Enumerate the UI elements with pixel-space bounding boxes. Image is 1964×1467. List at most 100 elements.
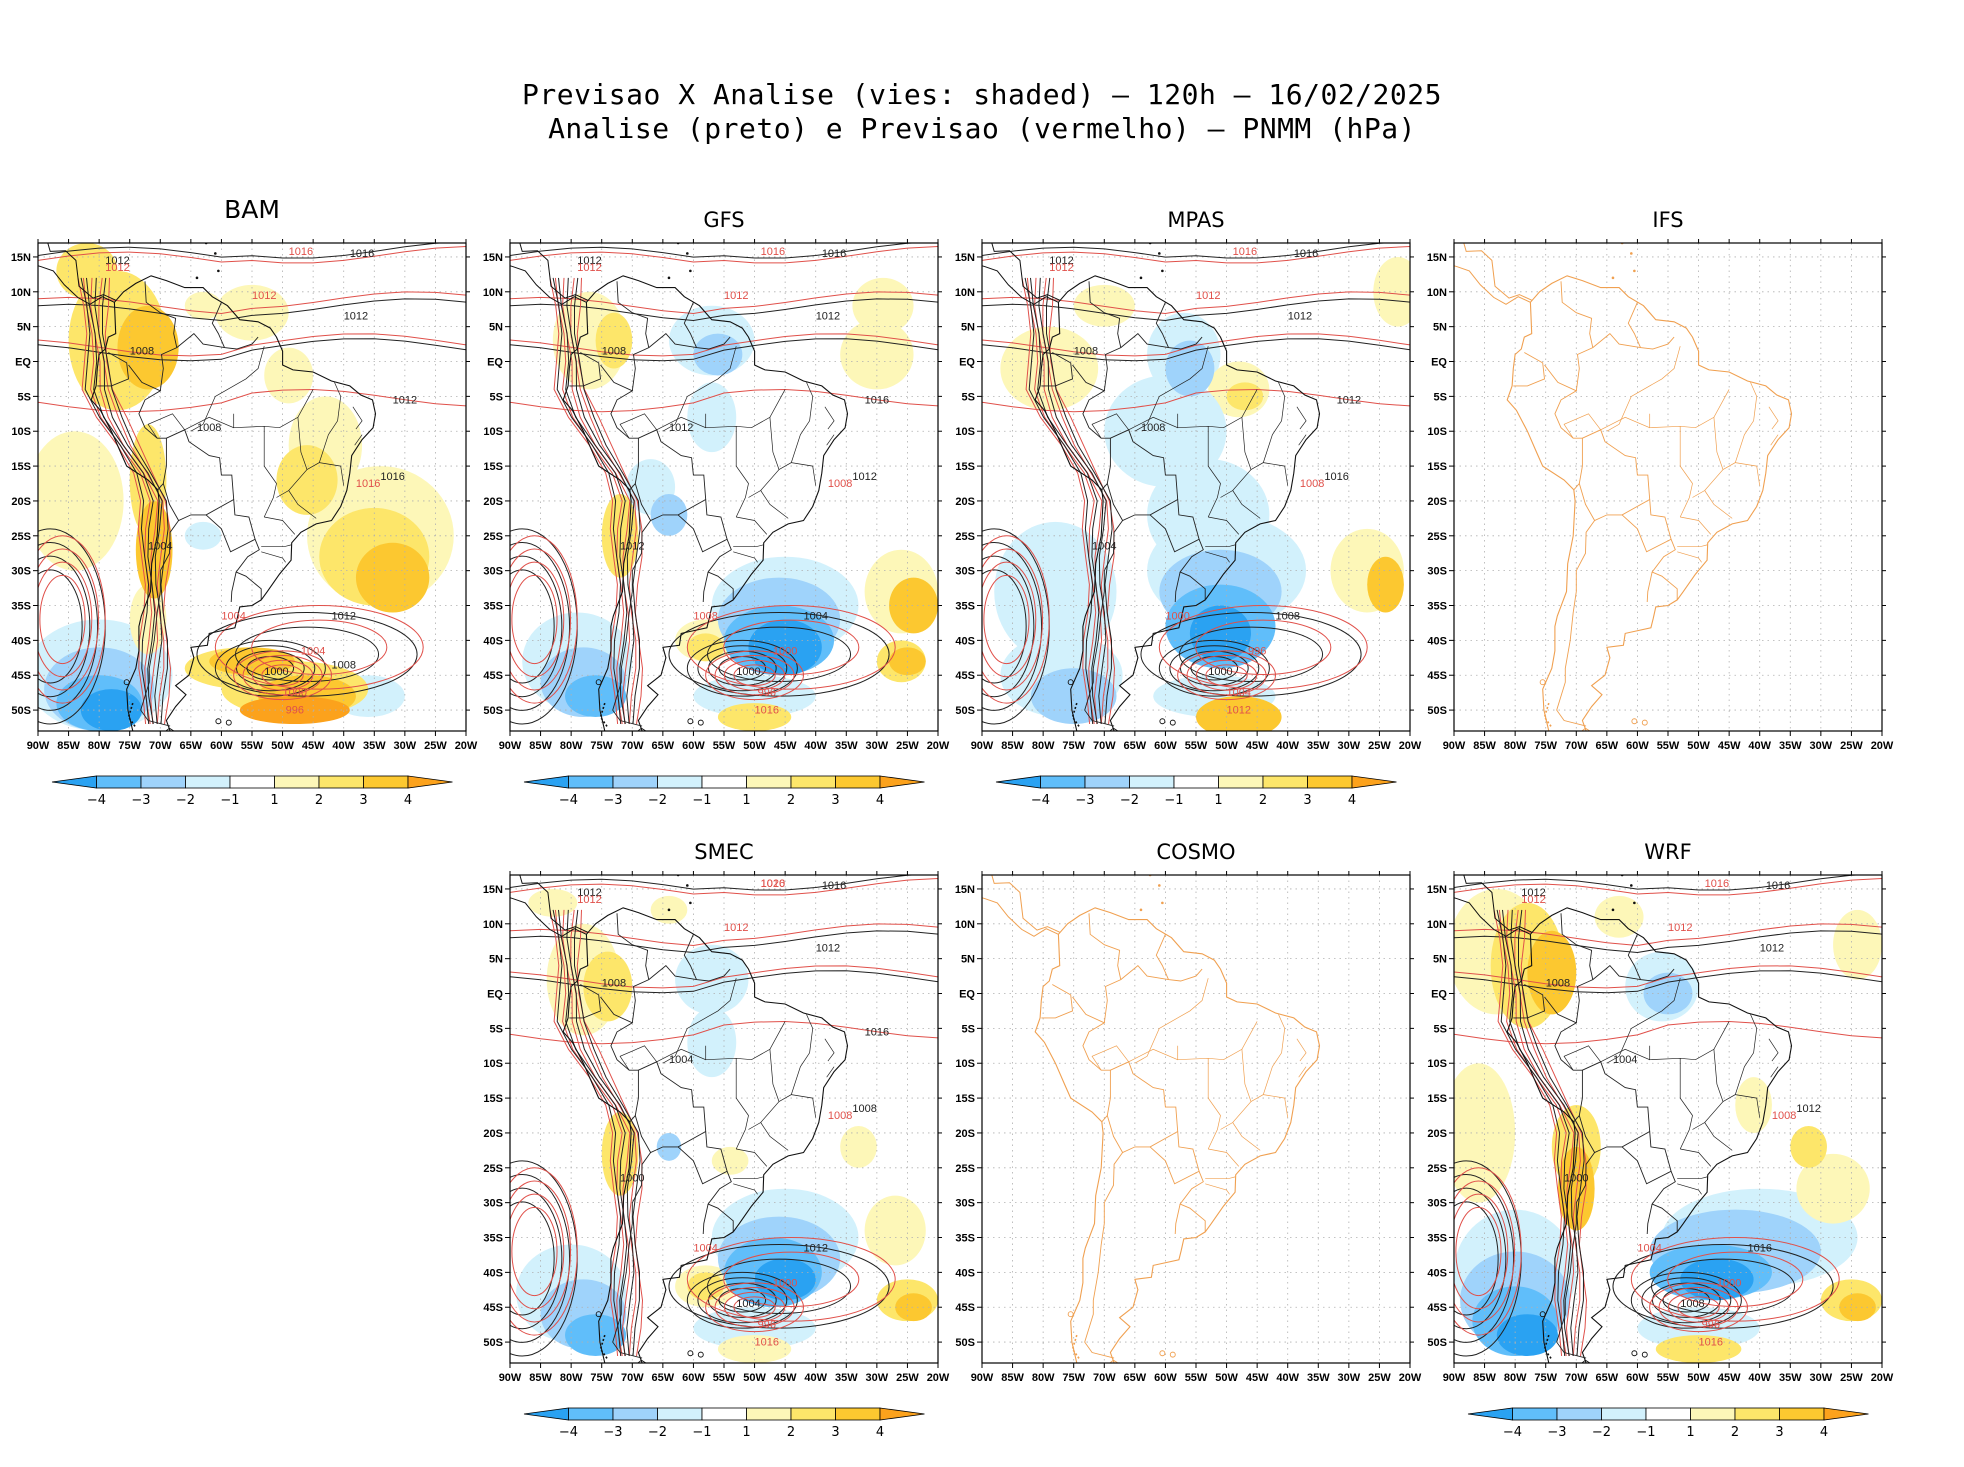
y-tick-label: 5S — [1434, 391, 1447, 403]
forecast-contour-label-5: 1004 — [301, 645, 325, 657]
y-tick-label: 25S — [1427, 531, 1447, 543]
state-border-7 — [264, 516, 296, 535]
state-border-7 — [1208, 516, 1240, 535]
island-1 — [1169, 719, 1176, 726]
x-tick-label: 45W — [774, 1372, 797, 1384]
state-border-6 — [1232, 1122, 1261, 1151]
state-border-1 — [705, 1021, 786, 1061]
y-tick-label: 50S — [955, 1337, 975, 1349]
state-border-11 — [190, 396, 216, 432]
state-border-12 — [1563, 413, 1601, 439]
y-tick-label: 5S — [490, 391, 503, 403]
x-tick-label: 30W — [866, 1372, 889, 1384]
bias-region-25 — [80, 689, 142, 731]
colorbar-tick-label: 3 — [831, 793, 839, 808]
colorbar-segment-3 — [835, 775, 881, 789]
forecast-isobar-1-4 — [983, 574, 1030, 665]
country-border-8 — [1179, 539, 1206, 600]
colorbar-segment-2 — [790, 1407, 836, 1421]
analysis-andes-1 — [1030, 277, 1100, 725]
state-border-12 — [1091, 1045, 1129, 1071]
state-border-8 — [1677, 1176, 1708, 1179]
x-tick-label: 50W — [1687, 740, 1710, 752]
x-tick-label: 50W — [271, 740, 294, 752]
island-2 — [595, 1311, 602, 1318]
x-tick-label: 75W — [590, 740, 613, 752]
forecast-isobar-0-2 — [1186, 655, 1267, 696]
caribbean-island-1 — [217, 269, 220, 273]
state-border-0 — [1159, 346, 1209, 397]
island-2 — [1067, 679, 1074, 686]
x-tick-label: 40W — [1276, 1372, 1299, 1384]
country-border-3 — [1041, 352, 1073, 387]
y-tick-label: 35S — [1427, 1233, 1447, 1245]
forecast-isobar-1-3 — [982, 561, 1037, 678]
country-border-9 — [230, 572, 237, 603]
x-tick-label: 35W — [363, 740, 386, 752]
map-background — [1454, 243, 1882, 731]
y-tick-label: 20S — [1427, 1128, 1447, 1140]
state-border-4 — [1250, 382, 1286, 470]
state-border-5 — [319, 462, 345, 486]
y-tick-label: 20S — [1427, 496, 1447, 508]
forecast-contour-label-5: 1000 — [773, 1277, 797, 1289]
forecast-isobar-2-2 — [1195, 619, 1332, 676]
state-border-2 — [263, 426, 277, 518]
analysis-contour-label-5: 1000 — [1564, 1173, 1588, 1185]
x-tick-label: 50W — [743, 740, 766, 752]
state-border-9 — [733, 1183, 758, 1195]
forecast-contour-label-6: 996 — [1702, 1319, 1720, 1331]
state-border-11 — [1606, 396, 1632, 432]
country-border-6 — [1621, 499, 1672, 553]
x-tick-label: 70W — [1093, 1372, 1116, 1384]
y-tick-label: 45S — [955, 1302, 975, 1314]
state-border-13 — [1296, 406, 1307, 430]
forecast-andes-1 — [1026, 277, 1097, 725]
state-border-14 — [1298, 1066, 1307, 1078]
y-tick-label: 30S — [11, 566, 31, 578]
panel-mpas: MPAS 1016 1012 1012 1008 1008 1004 1000 1008 1016… — [944, 195, 1422, 835]
x-tick-label: 75W — [1062, 1372, 1085, 1384]
coastline-south-america — [90, 275, 377, 731]
forecast-zonal-2 — [38, 333, 466, 357]
y-tick-label: 10S — [955, 1058, 975, 1070]
y-tick-label: 5N — [961, 954, 975, 966]
country-border-0 — [1560, 913, 1594, 1023]
y-tick-label: 25S — [1427, 1163, 1447, 1175]
analysis-contour-label-3: 1008 — [602, 346, 626, 358]
x-tick-label: 60W — [210, 740, 233, 752]
caribbean-island-0 — [195, 276, 199, 280]
coastline-south-america — [562, 275, 849, 731]
state-border-2 — [735, 1058, 749, 1150]
country-border-9 — [1646, 1204, 1653, 1235]
country-border-6 — [1149, 499, 1200, 553]
y-tick-label: 5S — [962, 391, 975, 403]
analysis-contour-label-9: 1016 — [865, 394, 889, 406]
map-svg-wrf: WRF1016101210121008100410001008101610121… — [1427, 840, 1894, 1440]
forecast-zonal-3 — [510, 388, 938, 413]
state-border-10 — [1128, 413, 1179, 431]
y-tick-label: EQ — [487, 357, 503, 369]
forecast-contour-label-3: 1008 — [1300, 478, 1324, 490]
state-border-14 — [354, 434, 363, 446]
forecast-contour-label-4: 1008 — [693, 610, 717, 622]
analysis-andes-2 — [1038, 277, 1107, 725]
forecast-andes-2 — [1506, 909, 1575, 1357]
x-tick-label: 70W — [1565, 740, 1588, 752]
y-tick-label: 35S — [955, 601, 975, 613]
coastline-central-america-caribbean — [991, 243, 1060, 301]
y-tick-label: 15N — [483, 884, 503, 896]
state-border-13 — [1768, 1038, 1779, 1062]
caribbean-island-1 — [1633, 901, 1636, 905]
x-tick-label: 55W — [241, 740, 264, 752]
state-border-4 — [1250, 1014, 1286, 1102]
analysis-contour-label-2: 1012 — [816, 943, 840, 955]
x-tick-label: 25W — [896, 1372, 919, 1384]
analysis-contour-label-4: 1004 — [669, 1054, 693, 1066]
analysis-andes-2 — [1510, 909, 1579, 1357]
map-background — [982, 875, 1410, 1363]
map-area-smec: 1016101210121008100410001004101210081016… — [483, 871, 950, 1384]
y-tick-label: EQ — [487, 989, 503, 1001]
analysis-andes-3 — [1518, 909, 1585, 1357]
bias-region-12 — [1165, 340, 1215, 397]
